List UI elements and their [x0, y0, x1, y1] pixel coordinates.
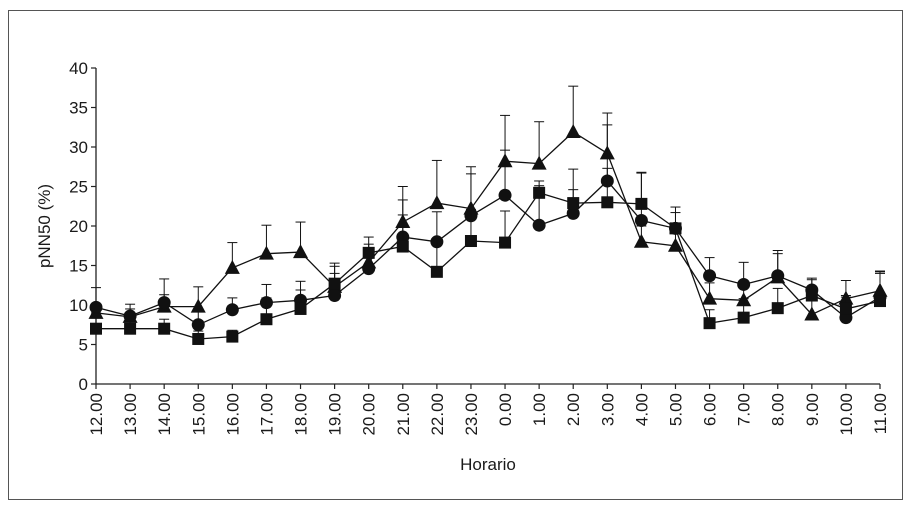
- x-tick-label: 2.00: [564, 393, 583, 426]
- y-tick-label: 30: [69, 138, 88, 157]
- x-tick-label: 20.00: [360, 393, 379, 436]
- y-tick-label: 25: [69, 178, 88, 197]
- x-tick-label: 7.00: [735, 393, 754, 426]
- y-tick-label: 35: [69, 99, 88, 118]
- data-point-square: [260, 313, 273, 326]
- x-axis-title: Horario: [460, 455, 516, 474]
- data-point-circle: [498, 188, 512, 202]
- x-tick-label: 15.00: [189, 393, 208, 436]
- data-point-circle: [566, 206, 580, 220]
- x-tick-label: 11.00: [871, 393, 890, 434]
- data-point-triangle: [293, 244, 309, 259]
- data-point-circle: [123, 309, 137, 323]
- x-tick-label: 9.00: [803, 393, 822, 426]
- data-point-circle: [737, 277, 751, 291]
- data-point-square: [737, 311, 750, 324]
- x-tick-label: 19.00: [326, 393, 345, 436]
- data-point-square: [124, 322, 137, 335]
- data-point-triangle: [224, 259, 240, 274]
- x-tick-label: 17.00: [257, 393, 276, 436]
- x-tick-label: 6.00: [701, 393, 720, 426]
- data-point-square: [874, 295, 886, 308]
- data-point-triangle: [633, 233, 649, 248]
- series-circle: [89, 124, 887, 332]
- data-point-square: [90, 322, 102, 335]
- x-tick-label: 13.00: [121, 393, 140, 436]
- y-tick-label: 0: [79, 375, 88, 394]
- data-point-square: [839, 302, 852, 315]
- series-square: [90, 167, 886, 345]
- data-point-triangle: [667, 237, 683, 252]
- data-point-square: [464, 235, 477, 248]
- x-tick-label: 12.00: [87, 393, 106, 436]
- data-point-square: [328, 277, 341, 290]
- y-tick-label: 10: [69, 296, 88, 315]
- data-point-circle: [703, 269, 717, 283]
- data-point-triangle: [565, 123, 581, 138]
- x-tick-label: 18.00: [292, 393, 311, 436]
- x-tick-label: 8.00: [769, 393, 788, 426]
- data-point-square: [635, 197, 648, 210]
- data-point-circle: [191, 318, 205, 332]
- data-point-circle: [157, 296, 171, 310]
- x-tick-label: 22.00: [428, 393, 447, 436]
- x-tick-label: 5.00: [666, 393, 685, 426]
- y-tick-label: 15: [69, 257, 88, 276]
- data-point-triangle: [429, 195, 445, 210]
- data-point-circle: [771, 269, 785, 283]
- data-point-square: [771, 302, 784, 315]
- data-point-square: [669, 222, 682, 235]
- x-tick-label: 21.00: [394, 393, 413, 436]
- series-line-triangle: [95, 131, 881, 318]
- x-tick-label: 4.00: [632, 393, 651, 426]
- y-tick-label: 5: [79, 336, 88, 355]
- data-point-square: [805, 289, 818, 302]
- x-tick-label: 3.00: [598, 393, 617, 426]
- data-point-square: [396, 240, 409, 253]
- data-point-square: [567, 197, 580, 210]
- x-tick-label: 23.00: [462, 393, 481, 436]
- data-point-square: [430, 265, 443, 278]
- series-line-square: [96, 192, 881, 340]
- data-point-square: [362, 246, 375, 259]
- axes: 0 5 10 15 20 25 30 35 40 12.00 13.00 14.00 15.00 16.0…: [69, 59, 890, 436]
- data-point-square: [703, 317, 716, 330]
- x-tick-label: 14.00: [155, 393, 174, 436]
- y-axis-title: pNN50 (%): [35, 184, 54, 268]
- x-tick-label: 10.00: [837, 393, 856, 436]
- data-point-circle: [362, 262, 376, 276]
- data-point-triangle: [804, 306, 820, 321]
- data-point-square: [294, 302, 307, 315]
- x-tick-label: 16.00: [223, 393, 242, 436]
- data-point-square: [158, 322, 171, 335]
- y-tick-label: 20: [69, 217, 88, 236]
- data-point-triangle: [258, 245, 274, 260]
- data-point-circle: [328, 289, 342, 303]
- data-point-circle: [634, 213, 648, 227]
- x-tick-label: 0.00: [496, 393, 515, 426]
- data-point-triangle: [702, 290, 718, 305]
- data-point-square: [533, 186, 546, 199]
- series-line-circle: [95, 180, 881, 326]
- y-tick-label: 40: [69, 59, 88, 78]
- data-point-triangle: [531, 155, 547, 170]
- data-point-circle: [89, 300, 103, 314]
- series-triangle: [88, 85, 888, 323]
- data-point-circle: [225, 303, 239, 317]
- data-point-square: [499, 236, 512, 249]
- data-point-square: [226, 330, 239, 343]
- data-point-square: [192, 332, 205, 345]
- data-point-square: [601, 196, 614, 209]
- series-layer: [88, 85, 888, 345]
- data-point-circle: [532, 218, 546, 232]
- x-tick-label: 1.00: [530, 393, 549, 426]
